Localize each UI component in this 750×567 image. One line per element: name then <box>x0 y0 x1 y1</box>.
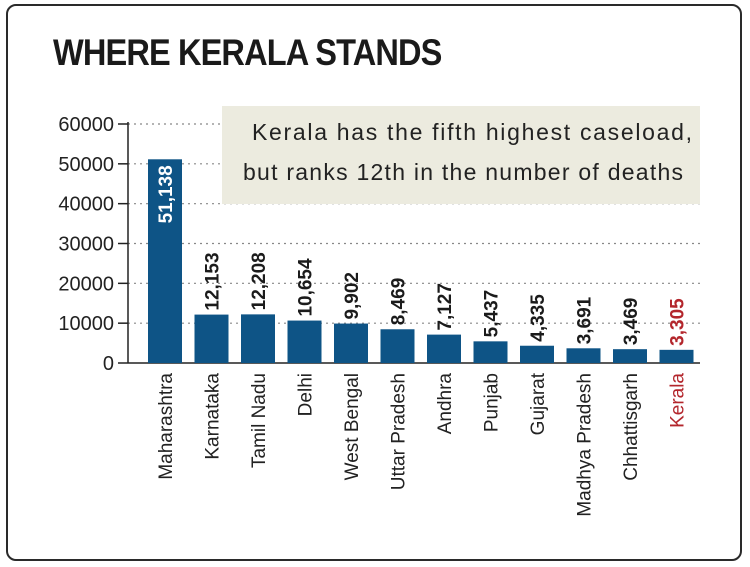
bar-west-bengal <box>334 323 368 363</box>
category-label: Uttar Pradesh <box>389 373 410 490</box>
bar-tamil-nadu <box>241 314 275 363</box>
bar-delhi <box>287 320 322 363</box>
y-tick-label: 0 <box>103 353 114 375</box>
value-label: 8,469 <box>389 278 410 326</box>
value-label: 3,691 <box>575 296 596 344</box>
category-label: Punjab <box>482 373 503 432</box>
y-tick-label: 20000 <box>58 273 114 295</box>
category-label: Delhi <box>296 373 317 416</box>
bar-uttar-pradesh <box>380 329 415 363</box>
category-label: Chhattisgarh <box>621 373 642 481</box>
category-label: Kerala <box>668 373 689 428</box>
bar-maharashtra <box>148 159 182 363</box>
bar-andhra <box>427 334 461 363</box>
value-label: 9,902 <box>342 272 363 320</box>
category-label: Madhya Pradesh <box>575 373 596 517</box>
bar-punjab <box>473 341 508 363</box>
value-label: 10,654 <box>296 258 317 317</box>
y-tick-label: 40000 <box>58 194 114 216</box>
annotation-line-1: Kerala has the fifth highest caseload, <box>252 119 692 145</box>
bar-chhattisgarh <box>613 349 647 363</box>
annotation-box <box>222 106 700 204</box>
bar-karnataka <box>194 314 229 363</box>
category-label: Maharashtra <box>156 373 177 480</box>
value-label: 3,469 <box>621 298 642 346</box>
bar-kerala <box>659 349 694 363</box>
value-label: 12,153 <box>203 252 224 310</box>
chart-title: WHERE KERALA STANDS <box>53 32 442 73</box>
category-label: Tamil Nadu <box>249 373 270 468</box>
value-label: 7,127 <box>435 283 456 331</box>
category-label: Andhra <box>435 373 456 435</box>
value-label: 51,138 <box>156 165 177 223</box>
value-label: 5,437 <box>482 290 503 338</box>
category-label: West Bengal <box>342 373 363 480</box>
category-label: Karnataka <box>203 373 224 460</box>
y-tick-label: 30000 <box>58 234 114 256</box>
bar-gujarat <box>520 345 554 363</box>
bar-madhya-pradesh <box>566 348 601 363</box>
y-tick-label: 60000 <box>58 114 114 136</box>
value-label: 12,208 <box>249 252 270 310</box>
bars: 51,138 Maharashtra 12,153 Karnataka 12,208 Ta… <box>148 159 694 517</box>
y-tick-label: 50000 <box>58 154 114 176</box>
annotation-line-2: but ranks 12th in the number of deaths <box>243 159 683 185</box>
value-label: 3,305 <box>668 298 689 346</box>
category-label: Gujarat <box>528 372 549 435</box>
y-tick-label: 10000 <box>58 313 114 335</box>
value-label: 4,335 <box>528 294 549 342</box>
